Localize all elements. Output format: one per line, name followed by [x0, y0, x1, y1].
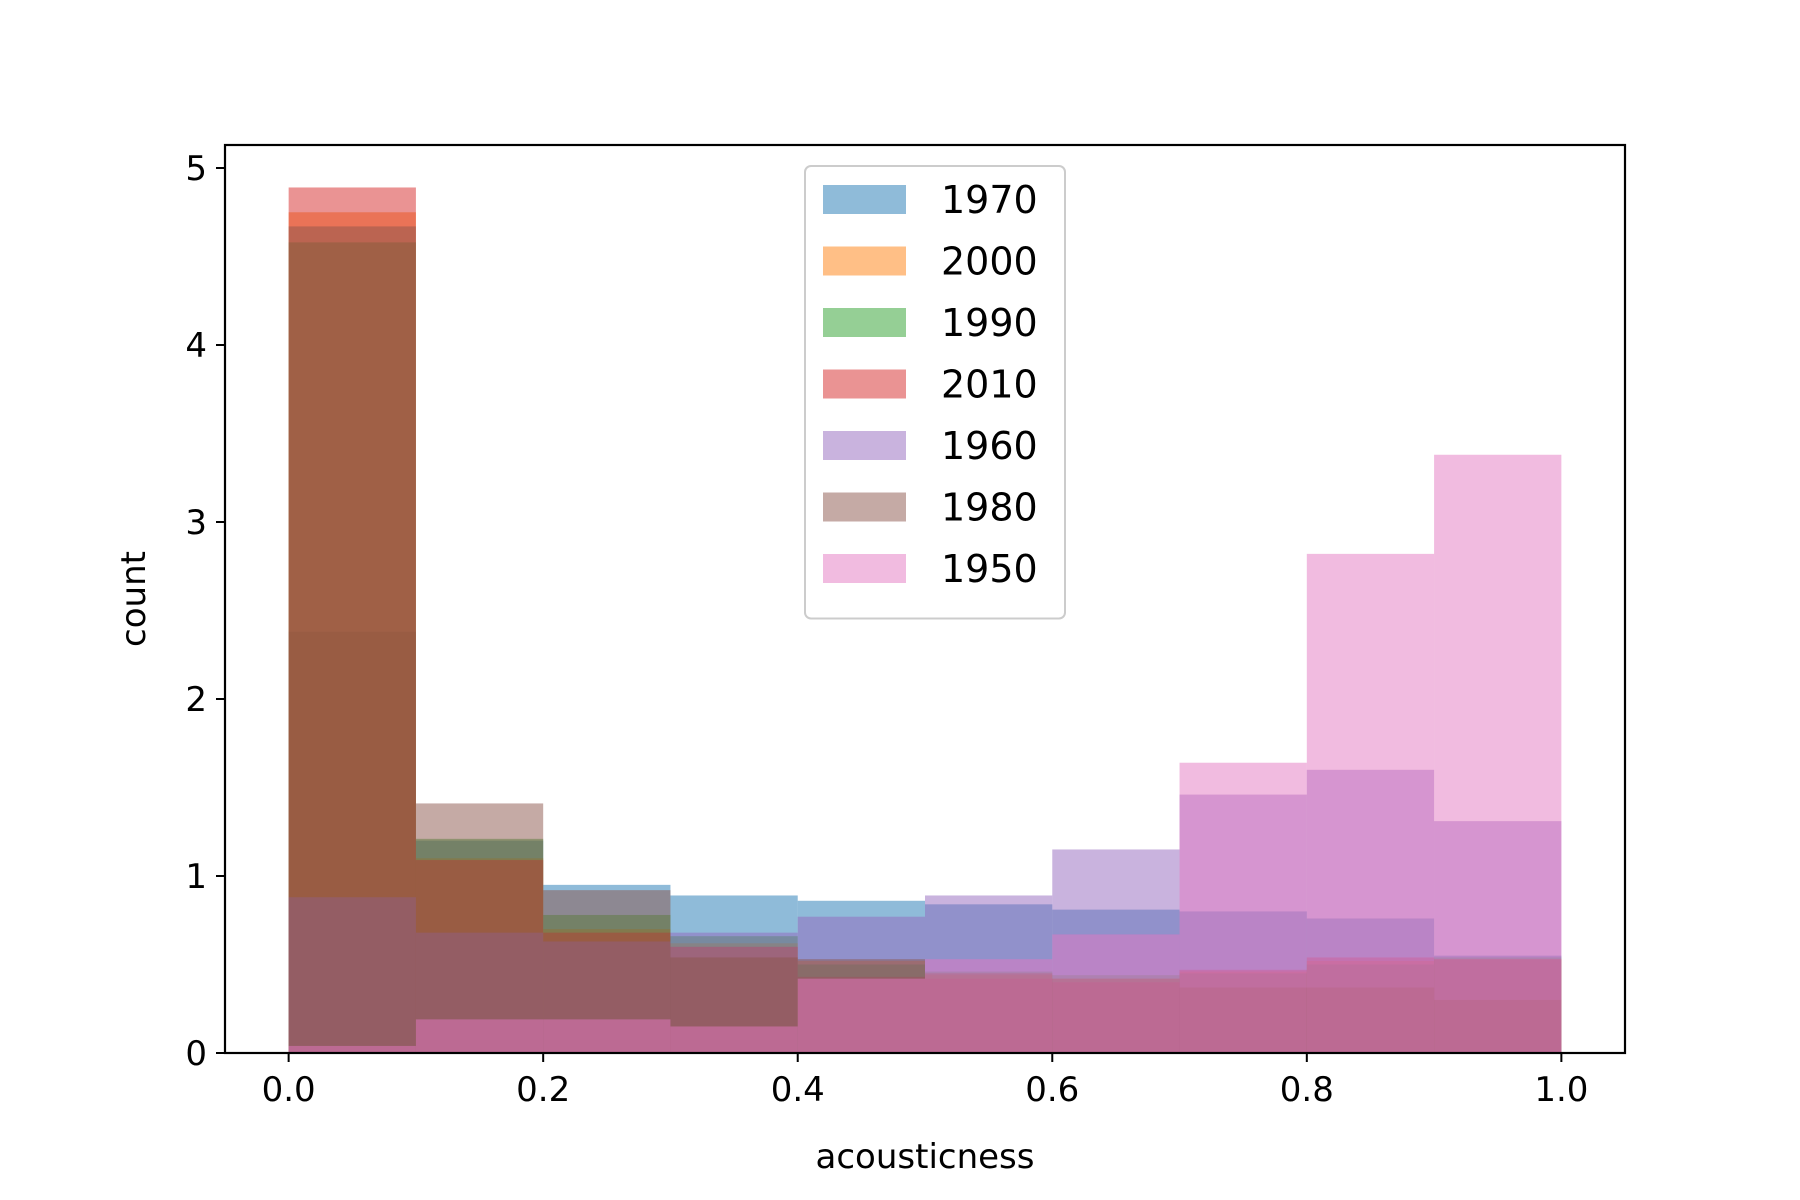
legend-swatch-1970	[823, 185, 906, 214]
bar-1950-bin-9	[1434, 454, 1562, 1053]
bar-1950-bin-4	[797, 978, 925, 1053]
y-tick-label-0: 0	[185, 1034, 207, 1074]
legend-label-1990: 1990	[941, 301, 1038, 345]
y-tick-label-5: 5	[185, 149, 207, 189]
legend-label-1970: 1970	[941, 178, 1038, 222]
legend-label-1960: 1960	[941, 424, 1038, 468]
x-axis-label: acousticness	[816, 1137, 1035, 1177]
x-tick-label-3: 0.6	[1025, 1070, 1079, 1110]
y-tick-label-2: 2	[185, 680, 207, 720]
bars-layer	[288, 187, 1562, 1054]
legend-label-2000: 2000	[941, 240, 1038, 284]
y-tick-label-1: 1	[185, 857, 207, 897]
y-axis-label: count	[114, 551, 154, 647]
bar-1950-bin-7	[1179, 762, 1307, 1053]
x-tick-label-2: 0.4	[771, 1070, 825, 1110]
legend-label-1980: 1980	[941, 486, 1038, 530]
bar-1950-bin-8	[1306, 553, 1435, 1053]
y-tick-label-4: 4	[185, 326, 207, 366]
axes-layer: 0.0 0.2 0.4 0.6 0.8 1.0 0 1 2 3 4 5	[185, 149, 1588, 1110]
bar-1980-bin-0	[288, 226, 416, 1054]
bar-1950-bin-6	[1052, 934, 1180, 1053]
y-tick-label-3: 3	[185, 503, 207, 543]
series-1950	[288, 454, 1562, 1053]
legend-label-2010: 2010	[941, 363, 1038, 407]
legend-swatch-2000	[823, 246, 906, 276]
legend-label-1950: 1950	[941, 547, 1038, 591]
legend-swatch-2010	[823, 369, 906, 399]
legend-swatch-1980	[823, 492, 906, 522]
x-tick-label-1: 0.2	[516, 1070, 570, 1110]
bar-1950-bin-3	[670, 1026, 798, 1053]
bar-1950-bin-1	[415, 1019, 544, 1053]
bar-1950-bin-5	[925, 959, 1053, 1053]
legend-swatch-1990	[823, 308, 906, 337]
x-tick-label-5: 1.0	[1534, 1070, 1588, 1110]
bar-1950-bin-2	[543, 1019, 671, 1053]
bar-1980-bin-1	[415, 803, 544, 1053]
legend-swatch-1960	[823, 431, 906, 460]
x-tick-label-4: 0.8	[1280, 1070, 1334, 1110]
legend: 1970 2000 1990 2010 1960 1980 1950	[804, 165, 1066, 620]
legend-swatch-1950	[823, 554, 906, 583]
bar-1950-bin-0	[288, 1045, 416, 1053]
plot-frame	[223, 143, 1627, 1055]
x-tick-label-0: 0.0	[262, 1070, 316, 1110]
